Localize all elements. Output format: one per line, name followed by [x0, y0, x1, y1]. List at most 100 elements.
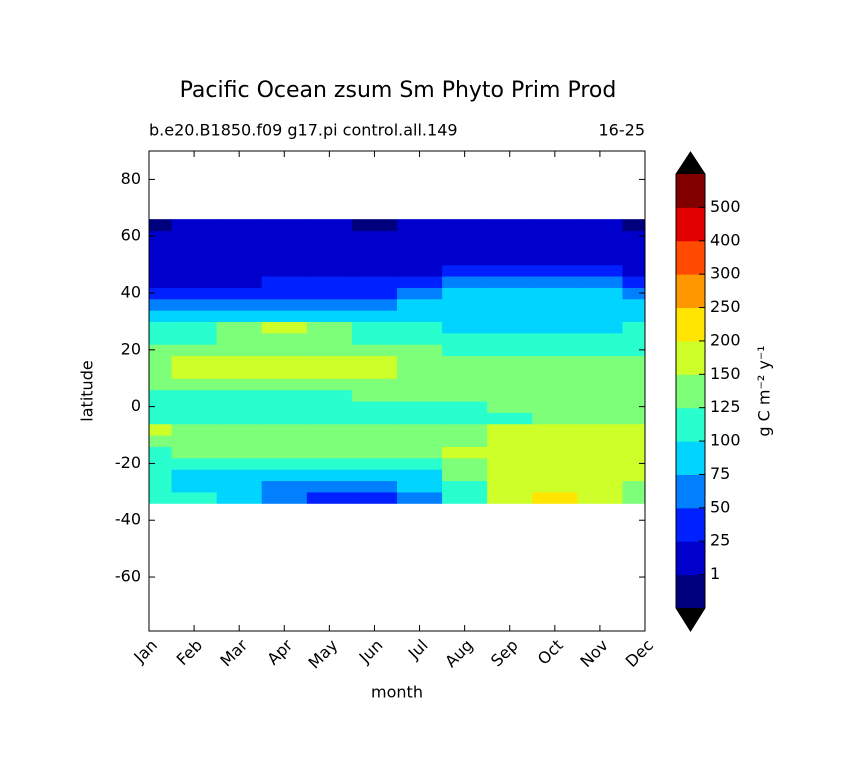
- contour-cell: [532, 230, 578, 243]
- contour-cell: [149, 230, 173, 243]
- contour-cell: [216, 446, 263, 459]
- contour-cell: [216, 310, 263, 323]
- contour-cell: [577, 332, 624, 345]
- contour-cell: [216, 298, 263, 311]
- contour-cell: [532, 355, 578, 368]
- contour-cell: [306, 298, 353, 311]
- contour-cell: [442, 287, 488, 300]
- contour-cell: [149, 412, 173, 425]
- contour-cell: [171, 275, 218, 288]
- contour-cell: [532, 480, 578, 493]
- contour-cell: [149, 264, 173, 277]
- contour-cell: [171, 491, 218, 504]
- contour-cell: [216, 378, 263, 391]
- colorbar-tick-label: 500: [710, 197, 741, 216]
- contour-cell: [306, 253, 353, 266]
- contour-cell: [171, 264, 218, 277]
- contour-cell: [577, 457, 624, 470]
- contour-cell: [442, 253, 488, 266]
- contour-cell: [261, 298, 308, 311]
- contour-cell: [577, 378, 624, 391]
- x-tick-label: Dec: [622, 636, 657, 671]
- contour-cell: [442, 219, 488, 232]
- colorbar-segment: [676, 207, 705, 242]
- contour-cell: [261, 230, 308, 243]
- contour-cell: [306, 287, 353, 300]
- contour-cell: [351, 275, 398, 288]
- y-tick-label: -40: [115, 510, 141, 529]
- contour-cell: [487, 366, 533, 379]
- contour-cell: [351, 355, 398, 368]
- contour-cell: [622, 253, 645, 266]
- contour-cell: [149, 423, 173, 436]
- contour-cell: [149, 332, 173, 345]
- colorbar-tick-label: 150: [710, 364, 741, 383]
- contour-cell: [487, 230, 533, 243]
- colorbar-segment: [676, 274, 705, 309]
- contour-cell: [577, 469, 624, 482]
- contour-cell: [149, 435, 173, 447]
- contour-cell: [149, 310, 173, 323]
- contour-cell: [442, 321, 488, 334]
- contour-cell: [351, 446, 398, 459]
- contour-cell: [487, 446, 533, 459]
- contour-cell: [397, 355, 443, 368]
- x-tick-label: Aug: [441, 636, 477, 672]
- colorbar-segment: [676, 307, 705, 342]
- contour-cell: [171, 355, 218, 368]
- contour-cell: [532, 253, 578, 266]
- contour-cell: [532, 469, 578, 482]
- contour-cell: [442, 400, 488, 413]
- contour-cell: [261, 491, 308, 504]
- contour-cell: [622, 275, 645, 288]
- contour-cell: [216, 287, 263, 300]
- colorbar-segment: [676, 407, 705, 442]
- contour-cell: [216, 400, 263, 413]
- contour-cell: [351, 366, 398, 379]
- contour-cell: [216, 344, 263, 357]
- contour-cell: [532, 241, 578, 254]
- contour-cell: [171, 469, 218, 482]
- contour-cell: [577, 480, 624, 493]
- contour-cell: [577, 298, 624, 311]
- contour-cell: [149, 241, 173, 254]
- contour-cell: [261, 435, 308, 447]
- contour-cell: [351, 457, 398, 470]
- contour-cell: [397, 298, 443, 311]
- contour-cell: [306, 332, 353, 345]
- contour-cell: [442, 241, 488, 254]
- contour-cell: [261, 469, 308, 482]
- contour-cell: [622, 366, 645, 379]
- contour-cell: [487, 480, 533, 493]
- y-tick-label: 20: [121, 339, 141, 358]
- contour-cell: [487, 389, 533, 402]
- x-tick-label: May: [305, 636, 342, 673]
- colorbar-tick-label: 300: [710, 264, 741, 283]
- contour-cell: [306, 469, 353, 482]
- contour-cell: [261, 457, 308, 470]
- contour-cell: [442, 355, 488, 368]
- contour-cell: [171, 378, 218, 391]
- contour-cell: [397, 412, 443, 425]
- contour-cell: [171, 480, 218, 493]
- colorbar-outline: [675, 151, 706, 632]
- contour-cell: [532, 298, 578, 311]
- contour-cell: [487, 344, 533, 357]
- contour-cell: [487, 253, 533, 266]
- colorbar-tick-label: 75: [710, 464, 730, 483]
- colorbar-segment: [676, 474, 705, 509]
- colorbar-tick-label: 125: [710, 397, 741, 416]
- y-tick-label: -60: [115, 567, 141, 586]
- contour-cell: [532, 264, 578, 277]
- contour-cell: [171, 310, 218, 323]
- contour-cell: [532, 321, 578, 334]
- contour-cell: [577, 310, 624, 323]
- contour-cell: [306, 378, 353, 391]
- colorbar-segment: [676, 374, 705, 409]
- contour-cell: [261, 219, 308, 232]
- colorbar-segment: [676, 507, 705, 542]
- contour-cell: [261, 355, 308, 368]
- contour-cell: [397, 469, 443, 482]
- contour-cell: [306, 321, 353, 334]
- contour-cell: [306, 275, 353, 288]
